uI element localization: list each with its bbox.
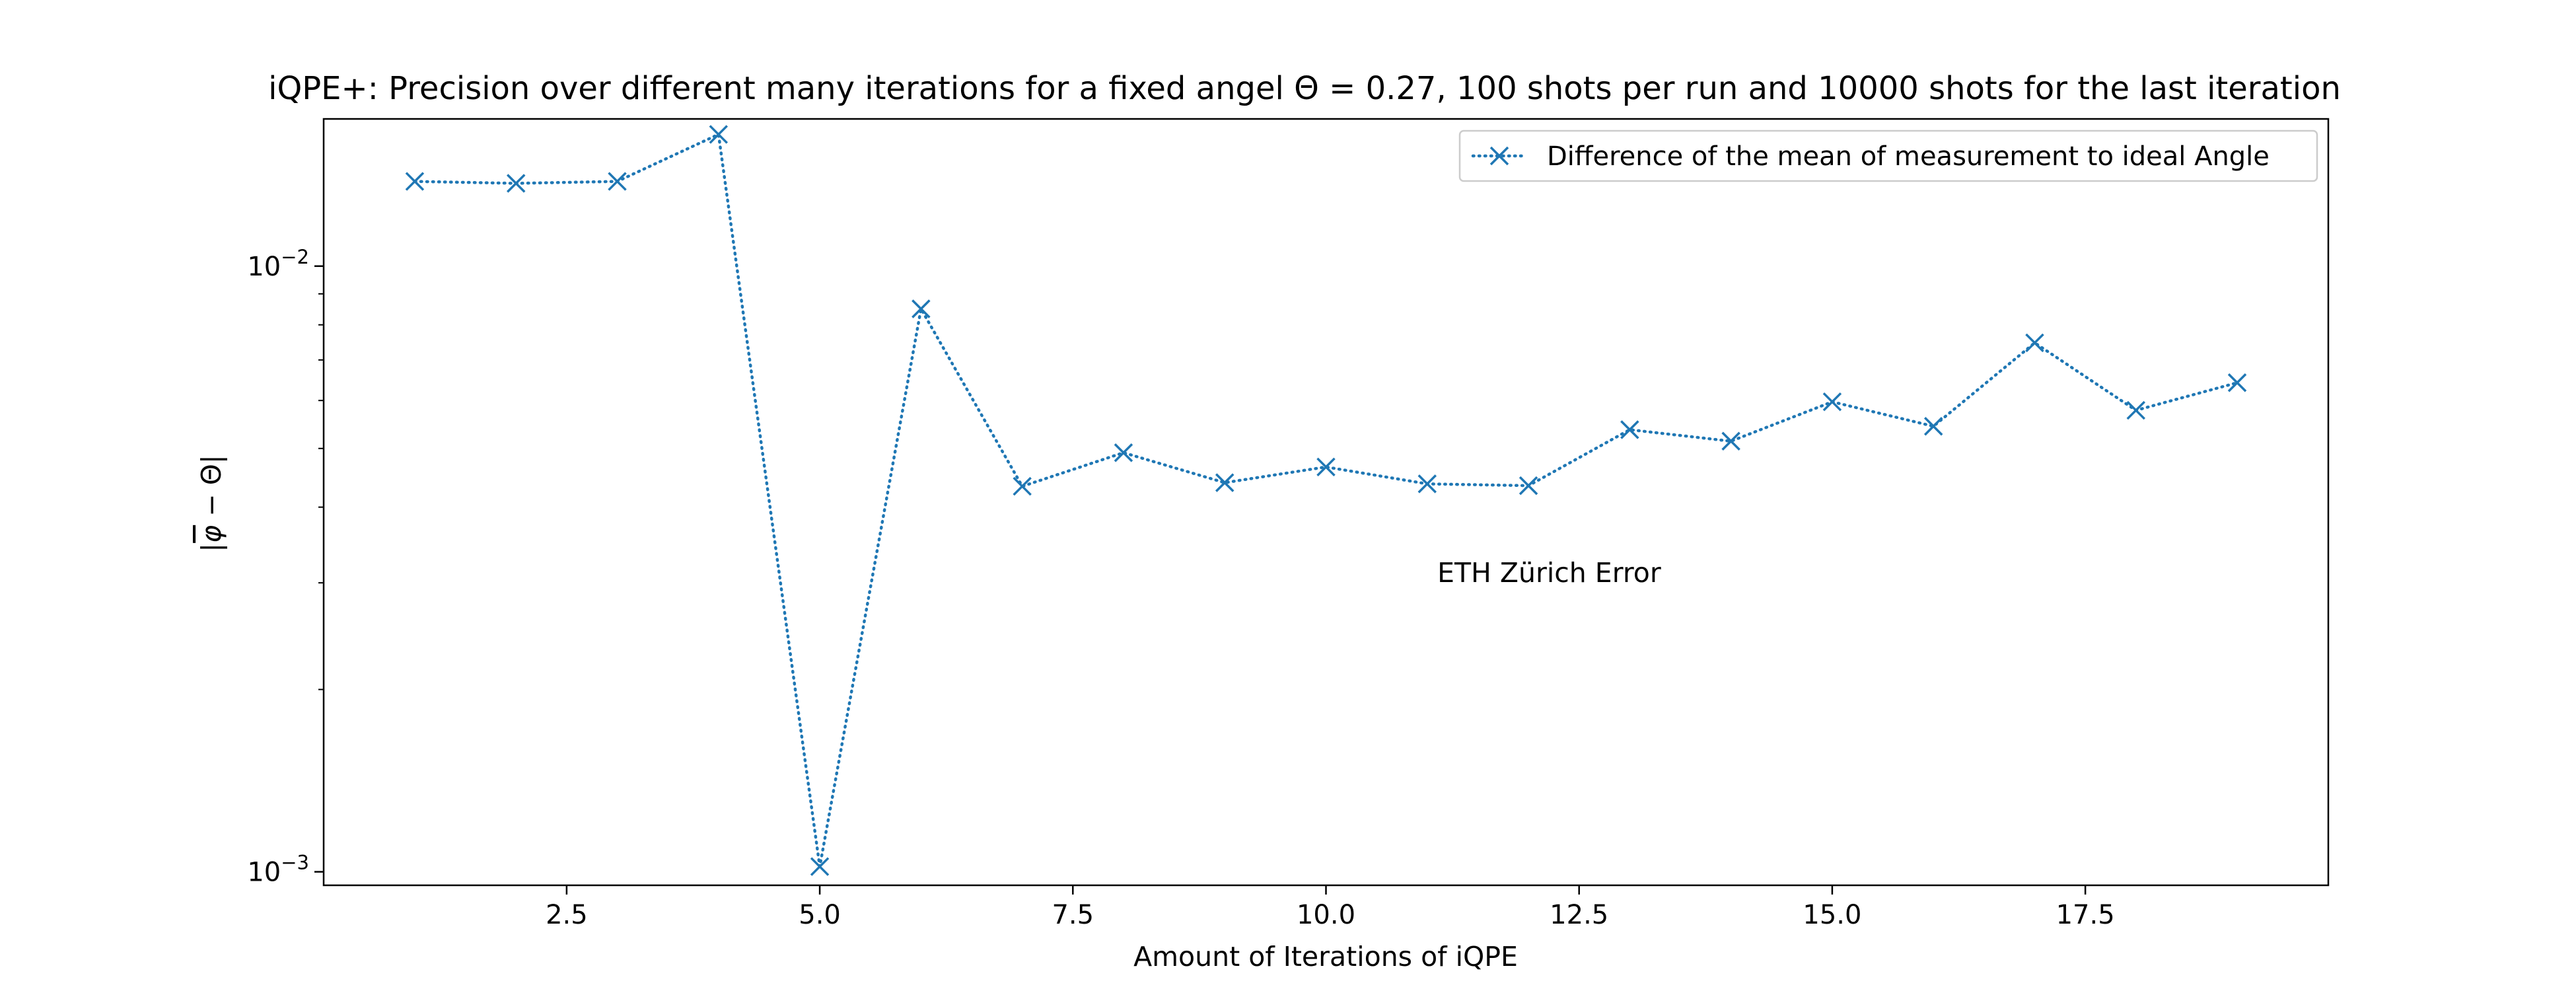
- marker-stroke: [2126, 400, 2146, 420]
- x-tick-label: 15.0: [1803, 900, 1861, 930]
- x-tick-label: 2.5: [546, 900, 588, 930]
- marker-stroke: [608, 172, 627, 191]
- annotation-text: ETH Zürich Error: [1437, 557, 1661, 589]
- marker-stroke: [1013, 476, 1032, 496]
- marker-stroke: [810, 857, 830, 876]
- data-point-marker: [1114, 443, 1133, 462]
- legend-marker: [1489, 146, 1509, 166]
- legend-label: Difference of the mean of measurement to…: [1547, 141, 2270, 172]
- data-point-marker: [1721, 431, 1740, 451]
- x-axis-label: Amount of Iterations of iQPE: [1133, 941, 1518, 973]
- data-point-marker: [2025, 333, 2044, 353]
- data-point-marker: [1822, 392, 1842, 412]
- data-point-marker: [608, 172, 627, 191]
- chart-title: iQPE+: Precision over different many ite…: [268, 70, 2341, 107]
- marker-stroke: [2025, 333, 2044, 353]
- marker-stroke: [709, 125, 729, 144]
- data-point-marker: [1215, 473, 1234, 492]
- x-tick-label: 10.0: [1297, 900, 1355, 930]
- legend: Difference of the mean of measurement to…: [1458, 129, 2318, 182]
- marker-stroke: [1316, 457, 1336, 477]
- marker-stroke: [1114, 443, 1133, 462]
- marker-stroke: [1620, 420, 1639, 439]
- data-point-marker: [2126, 400, 2146, 420]
- data-point-marker: [1519, 476, 1538, 495]
- marker-stroke: [405, 172, 425, 191]
- x-tick-label: 7.5: [1052, 900, 1094, 930]
- x-tick-label: 5.0: [799, 900, 841, 930]
- marker-stroke: [2227, 373, 2247, 392]
- data-point-marker: [405, 172, 425, 191]
- marker-stroke: [1215, 473, 1234, 492]
- data-point-marker: [912, 299, 931, 318]
- y-tick-label: 10−2: [247, 246, 309, 282]
- marker-stroke: [1417, 474, 1437, 494]
- data-point-marker: [1013, 476, 1032, 496]
- y-axis-label: |φ − Θ|: [196, 455, 227, 552]
- data-point-marker: [709, 125, 729, 144]
- legend-box: [1458, 129, 2318, 182]
- marker-stroke: [1721, 431, 1740, 451]
- data-point-marker: [1316, 457, 1336, 477]
- marker-stroke: [506, 174, 526, 193]
- marker-stroke: [1822, 392, 1842, 412]
- x-tick-label: 12.5: [1550, 900, 1608, 930]
- x-tick-label: 17.5: [2056, 900, 2115, 930]
- marker-stroke: [912, 299, 931, 318]
- data-point-marker: [2227, 373, 2247, 392]
- marker-stroke: [1519, 476, 1538, 495]
- data-point-marker: [506, 174, 526, 193]
- marker-stroke: [1923, 416, 1943, 436]
- data-point-marker: [810, 857, 830, 876]
- data-point-marker: [1417, 474, 1437, 494]
- data-point-marker: [1620, 420, 1639, 439]
- data-point-marker: [1923, 416, 1943, 436]
